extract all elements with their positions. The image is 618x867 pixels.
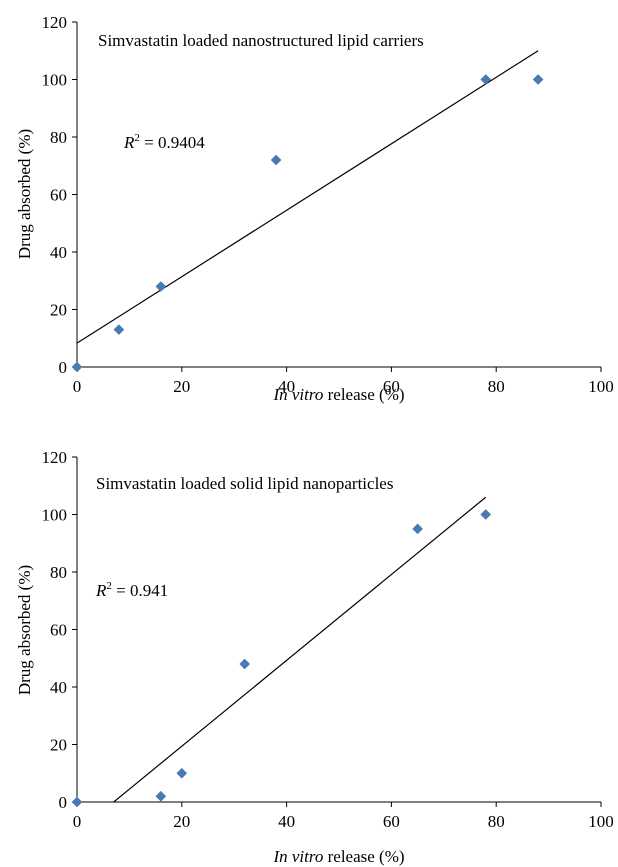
x-axis-label: In vitro release (%) [272, 385, 404, 404]
r2-symbol: R [123, 133, 135, 152]
y-tick-label: 120 [42, 448, 68, 467]
y-tick-label: 80 [50, 128, 67, 147]
data-point [239, 658, 251, 670]
r2-superscript: 2 [134, 132, 140, 144]
x-tick-label: 80 [488, 377, 505, 396]
chart-nlc: Simvastatin loaded nanostructured lipid … [15, 13, 614, 404]
x-axis-label: In vitro release (%) [272, 847, 404, 866]
data-point [480, 74, 492, 85]
x-tick-label: 40 [278, 812, 295, 831]
x-tick-label: 80 [488, 812, 505, 831]
data-point [176, 767, 188, 779]
data-point [155, 281, 167, 292]
x-tick-label: 100 [588, 377, 614, 396]
y-tick-label: 40 [50, 243, 67, 262]
r2-symbol: R [95, 581, 107, 600]
data-point [480, 509, 492, 520]
x-tick-label: 0 [73, 377, 82, 396]
data-point [113, 324, 125, 335]
x-tick-label: 20 [173, 377, 190, 396]
y-tick-label: 20 [50, 301, 67, 320]
trendline [113, 496, 487, 803]
data-point [532, 74, 544, 85]
data-point [155, 790, 167, 802]
data-point [71, 796, 83, 808]
x-tick-label: 60 [383, 812, 400, 831]
x-axis-label-rest: release (%) [323, 385, 404, 404]
y-axis-label: Drug absorbed (%) [15, 565, 34, 695]
chart-sln: Simvastatin loaded solid lipid nanoparti… [15, 448, 614, 866]
y-tick-label: 0 [59, 358, 68, 377]
x-tick-label: 20 [173, 812, 190, 831]
x-tick-label: 60 [383, 377, 400, 396]
y-tick-label: 0 [59, 793, 68, 812]
chart-title: Simvastatin loaded nanostructured lipid … [98, 31, 424, 50]
x-axis-label-italic: In vitro [272, 385, 323, 404]
chart-title: Simvastatin loaded solid lipid nanoparti… [96, 474, 393, 493]
data-point [71, 361, 83, 373]
y-tick-label: 20 [50, 736, 67, 755]
y-tick-label: 120 [42, 13, 68, 32]
y-tick-label: 40 [50, 678, 67, 697]
r2-annotation: R2 = 0.9404 [123, 132, 205, 152]
data-point [270, 154, 282, 166]
y-tick-label: 60 [50, 621, 67, 640]
y-tick-label: 80 [50, 563, 67, 582]
x-axis-label-rest: release (%) [323, 847, 404, 866]
r2-value: = 0.941 [112, 581, 168, 600]
x-axis-label-italic: In vitro [272, 847, 323, 866]
x-tick-label: 40 [278, 377, 295, 396]
y-tick-label: 60 [50, 186, 67, 205]
x-tick-label: 0 [73, 812, 82, 831]
r2-superscript: 2 [106, 580, 112, 592]
x-tick-label: 100 [588, 812, 614, 831]
trendline [76, 50, 539, 344]
y-axis-label: Drug absorbed (%) [15, 129, 34, 259]
r2-annotation: R2 = 0.941 [95, 580, 168, 600]
data-point [412, 523, 423, 535]
y-tick-label: 100 [42, 506, 68, 525]
y-tick-label: 100 [42, 71, 68, 90]
r2-value: = 0.9404 [140, 133, 205, 152]
